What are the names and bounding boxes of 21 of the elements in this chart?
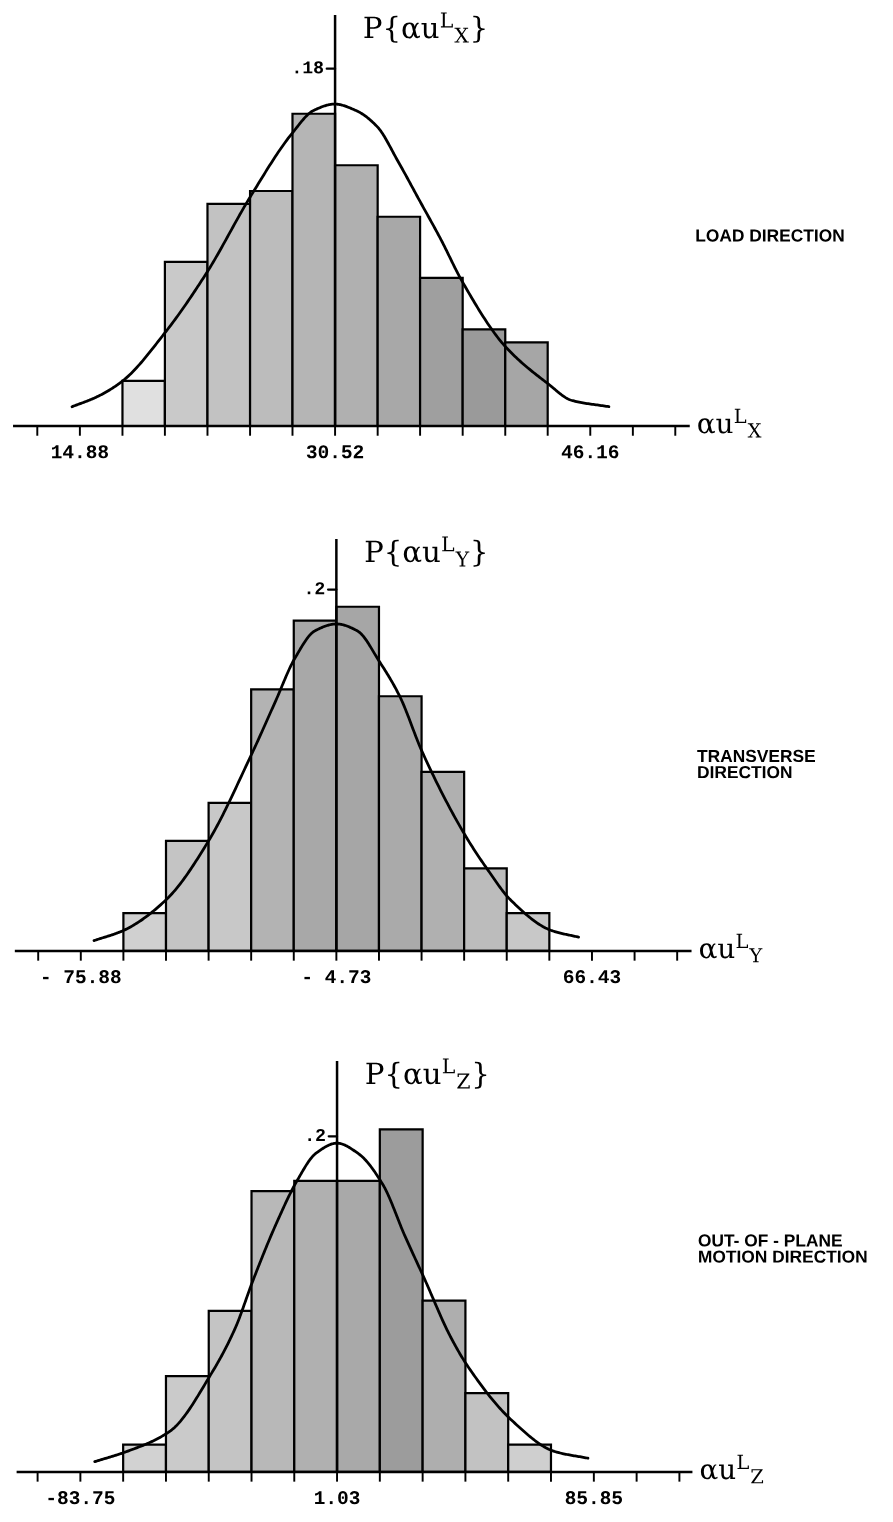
text: LOAD DIRECTION	[696, 229, 844, 242]
x-axis-title: αu$^{L}$$_{X}$	[698, 408, 762, 438]
annotation: .2	[308, 1128, 325, 1141]
x-tick-label: 30.52	[306, 445, 364, 459]
x-tick-label: 85.85	[565, 1491, 623, 1505]
x-tick-label: -83.75	[48, 1491, 115, 1505]
x-tick-label: 14.88	[52, 445, 109, 459]
x-tick-label: 46.16	[561, 445, 619, 459]
x-tick-label: 66.43	[563, 970, 621, 984]
text: TRANSVERSE DIRECTION	[697, 749, 816, 779]
x-tick-label: - 75.88	[43, 970, 121, 984]
x-axis-title: αu$^{L}$$_{Z}$	[700, 1454, 764, 1484]
x-tick-label: - 4.73	[304, 970, 371, 984]
x-tick-label: 1.03	[315, 1491, 360, 1505]
annotation: .18	[295, 61, 323, 74]
y-axis-title: P{αu$^{L}$$_{Z}$}	[366, 1058, 487, 1089]
text: OUT- OF - PLANE MOTION DIRECTION	[698, 1234, 867, 1263]
x-axis-title: αu$^{L}$$_{Y}$	[700, 933, 763, 963]
annotation: .2	[307, 582, 325, 595]
y-axis-title: P{αu$^{L}$$_{X}$}	[364, 12, 485, 43]
y-axis-title: P{αu$^{L}$$_{Y}$}	[365, 536, 485, 567]
